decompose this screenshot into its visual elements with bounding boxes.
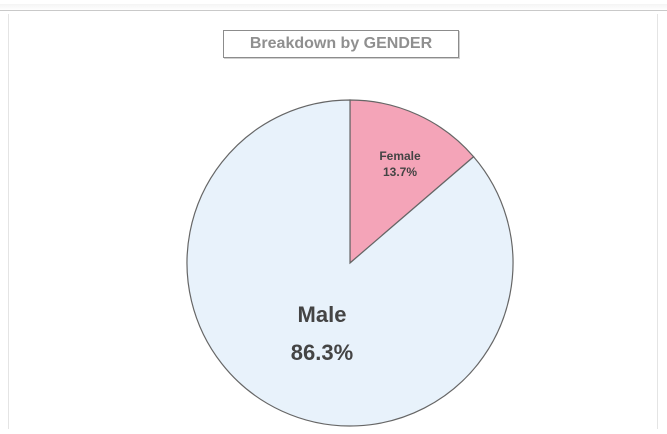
slice-label-male: Male [298, 302, 347, 327]
pie-slice-female [349, 99, 475, 265]
slice-value-male: 86.3% [291, 340, 353, 365]
left-divider [8, 14, 9, 429]
slice-label-female: Female [379, 149, 421, 163]
chart-title: Breakdown by GENDER [223, 30, 459, 58]
right-divider [657, 14, 658, 429]
pie-slice-male [186, 99, 514, 427]
pie-slices [186, 99, 514, 427]
slice-value-female: 13.7% [383, 165, 417, 179]
top-divider [0, 4, 667, 11]
